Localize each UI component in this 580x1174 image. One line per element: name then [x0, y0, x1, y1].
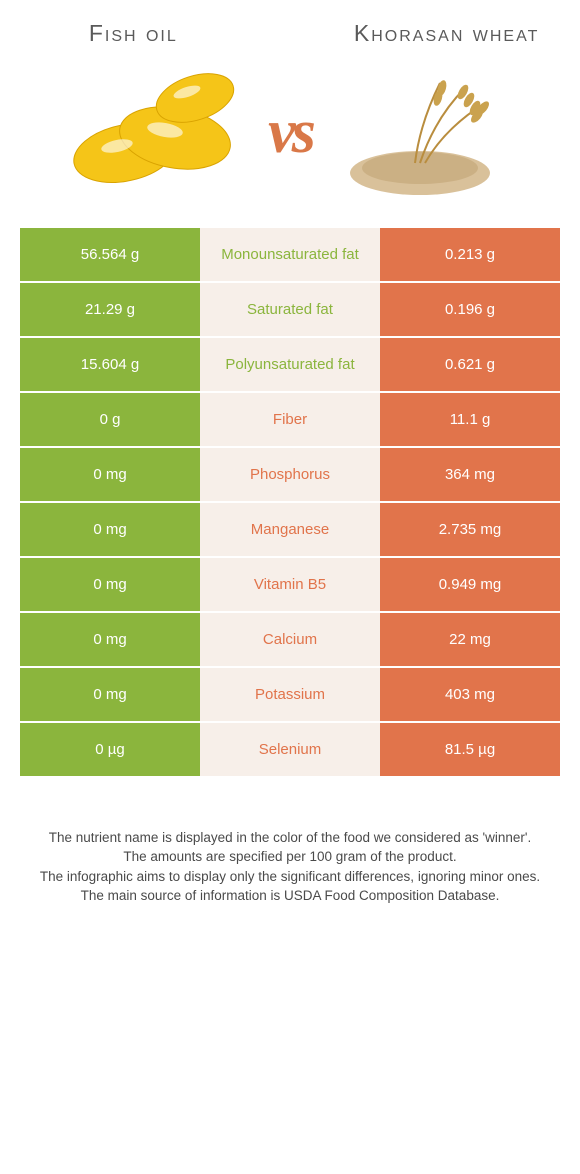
nutrient-label: Vitamin B5 [200, 558, 380, 613]
left-value: 0 mg [20, 668, 200, 723]
right-value: 11.1 g [380, 393, 560, 448]
left-value: 0 g [20, 393, 200, 448]
right-value: 403 mg [380, 668, 560, 723]
footer-line: The amounts are specified per 100 gram o… [30, 847, 550, 867]
footer-notes: The nutrient name is displayed in the co… [0, 778, 580, 906]
right-value: 0.213 g [380, 228, 560, 283]
nutrient-label: Saturated fat [200, 283, 380, 338]
fish-oil-image [55, 58, 255, 208]
table-row: 0 mgCalcium22 mg [20, 613, 560, 668]
right-value: 81.5 µg [380, 723, 560, 778]
nutrient-label: Fiber [200, 393, 380, 448]
table-row: 21.29 gSaturated fat0.196 g [20, 283, 560, 338]
right-value: 22 mg [380, 613, 560, 668]
nutrient-label: Manganese [200, 503, 380, 558]
right-value: 364 mg [380, 448, 560, 503]
nutrient-label: Monounsaturated fat [200, 228, 380, 283]
right-value: 0.196 g [380, 283, 560, 338]
footer-line: The nutrient name is displayed in the co… [30, 828, 550, 848]
left-value: 0 µg [20, 723, 200, 778]
images-row: vs [0, 48, 580, 228]
right-title: Khorasan wheat [347, 20, 547, 48]
right-value: 2.735 mg [380, 503, 560, 558]
nutrient-label: Polyunsaturated fat [200, 338, 380, 393]
left-value: 15.604 g [20, 338, 200, 393]
nutrient-table: 56.564 gMonounsaturated fat0.213 g21.29 … [20, 228, 560, 778]
left-value: 56.564 g [20, 228, 200, 283]
nutrient-label: Potassium [200, 668, 380, 723]
footer-line: The main source of information is USDA F… [30, 886, 550, 906]
table-row: 0 mgVitamin B50.949 mg [20, 558, 560, 613]
table-row: 0 mgPotassium403 mg [20, 668, 560, 723]
footer-line: The infographic aims to display only the… [30, 867, 550, 887]
nutrient-label: Phosphorus [200, 448, 380, 503]
nutrient-label: Calcium [200, 613, 380, 668]
left-title: Fish oil [33, 20, 233, 48]
table-row: 0 mgManganese2.735 mg [20, 503, 560, 558]
right-value: 0.949 mg [380, 558, 560, 613]
left-value: 21.29 g [20, 283, 200, 338]
table-row: 0 µgSelenium81.5 µg [20, 723, 560, 778]
right-value: 0.621 g [380, 338, 560, 393]
left-value: 0 mg [20, 613, 200, 668]
vs-label: vs [268, 97, 312, 168]
table-row: 56.564 gMonounsaturated fat0.213 g [20, 228, 560, 283]
header-row: Fish oil Khorasan wheat [0, 0, 580, 48]
table-row: 0 gFiber11.1 g [20, 393, 560, 448]
left-value: 0 mg [20, 448, 200, 503]
table-row: 0 mgPhosphorus364 mg [20, 448, 560, 503]
wheat-image [325, 58, 525, 208]
nutrient-label: Selenium [200, 723, 380, 778]
table-row: 15.604 gPolyunsaturated fat0.621 g [20, 338, 560, 393]
left-value: 0 mg [20, 503, 200, 558]
left-value: 0 mg [20, 558, 200, 613]
